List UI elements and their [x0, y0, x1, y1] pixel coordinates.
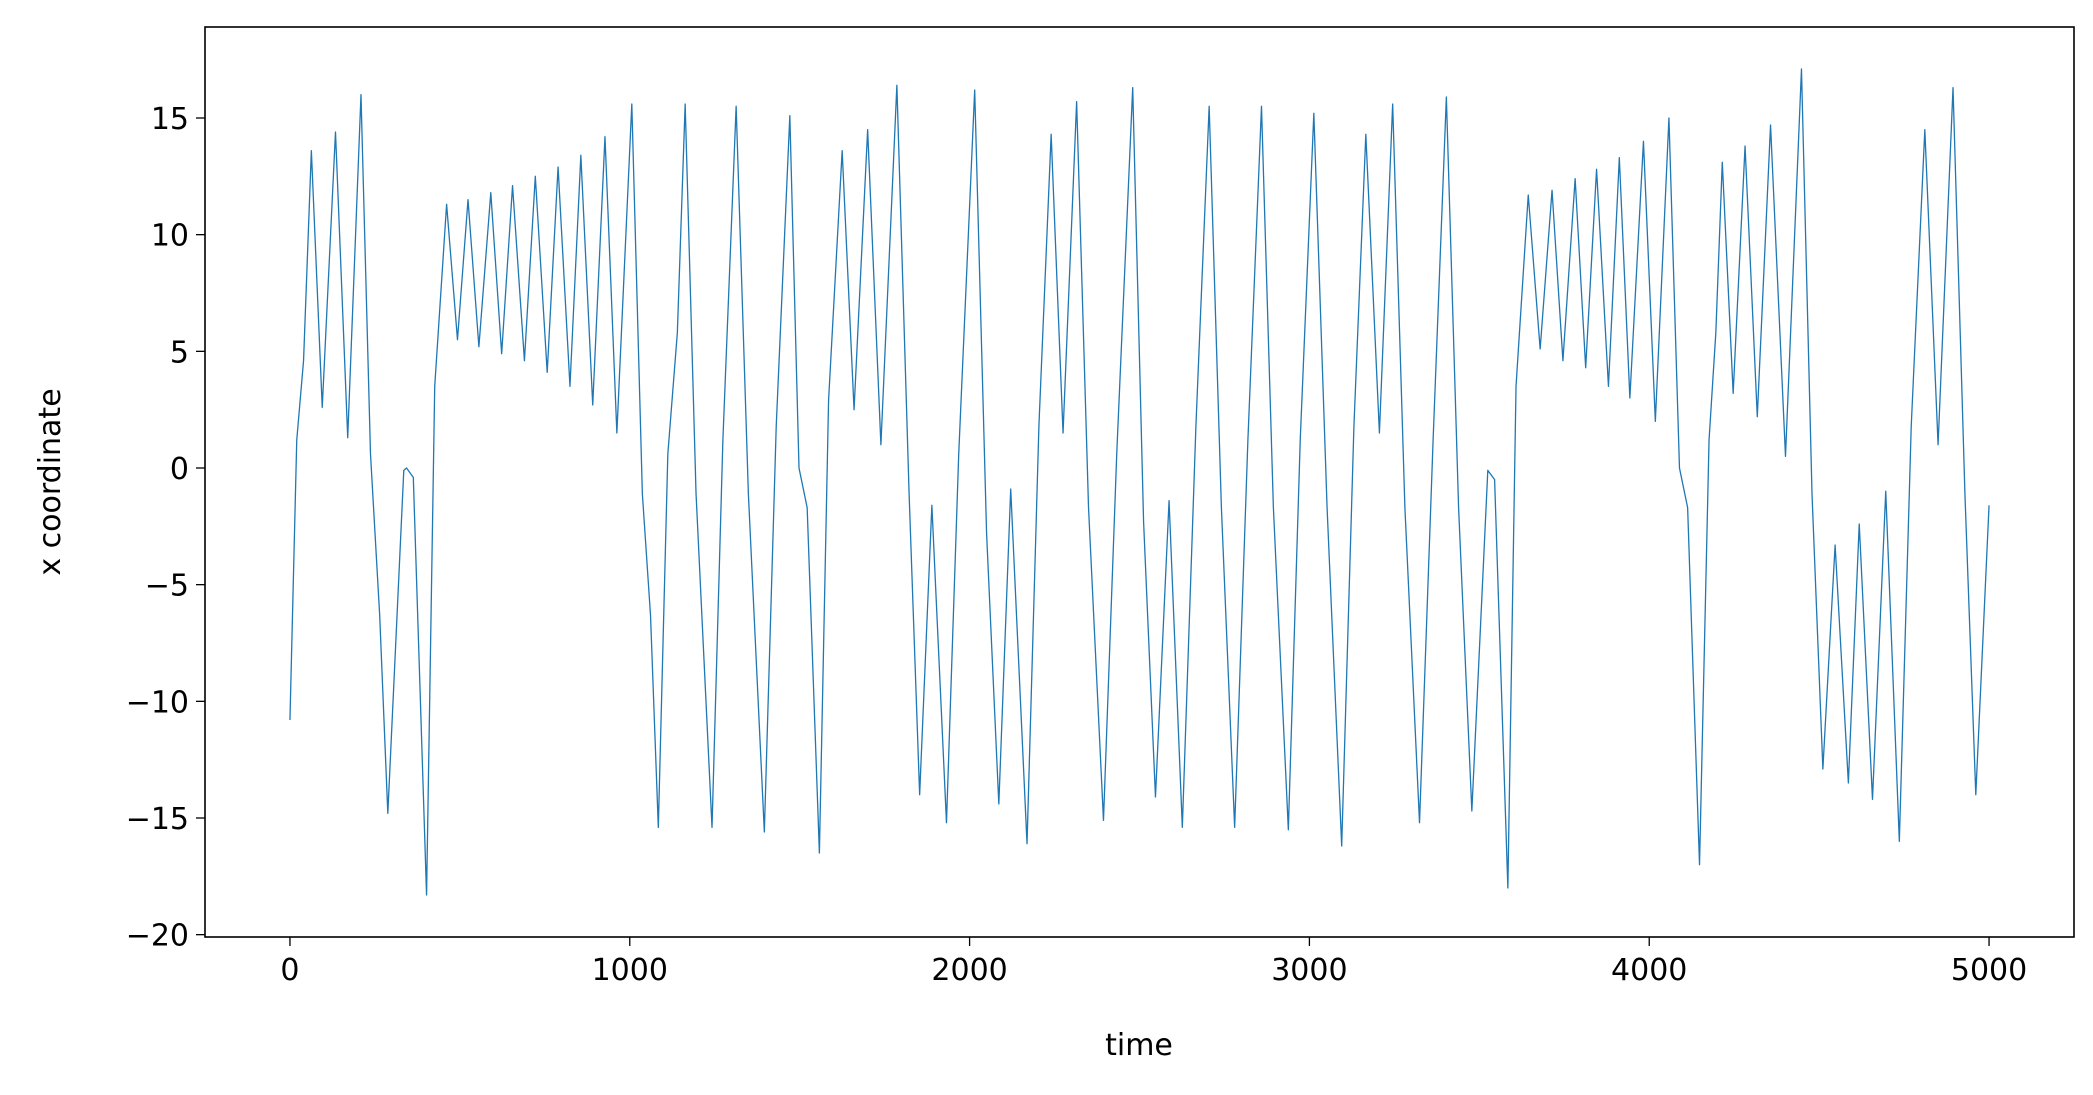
plot-frame [204, 26, 2075, 938]
x-tick-label: 5000 [1951, 953, 2027, 988]
x-tick-label: 4000 [1611, 953, 1687, 988]
x-tick-label: 0 [280, 953, 299, 988]
y-tick-label: 5 [170, 335, 189, 370]
data-line [289, 68, 1990, 896]
x-tick-label: 3000 [1271, 953, 1347, 988]
x-axis-label: time [1105, 1028, 1173, 1063]
y-tick-label: −20 [126, 919, 189, 954]
x-tick-label: 2000 [931, 953, 1007, 988]
y-tick-label: 15 [151, 102, 189, 137]
x-tick-label: 1000 [592, 953, 668, 988]
y-tick-label: −15 [126, 802, 189, 837]
y-tick-label: 0 [170, 452, 189, 487]
y-tick-label: 10 [151, 219, 189, 254]
y-tick-label: −10 [126, 685, 189, 720]
y-tick-label: −5 [145, 569, 189, 604]
y-axis-label: x coordinate [33, 388, 68, 575]
